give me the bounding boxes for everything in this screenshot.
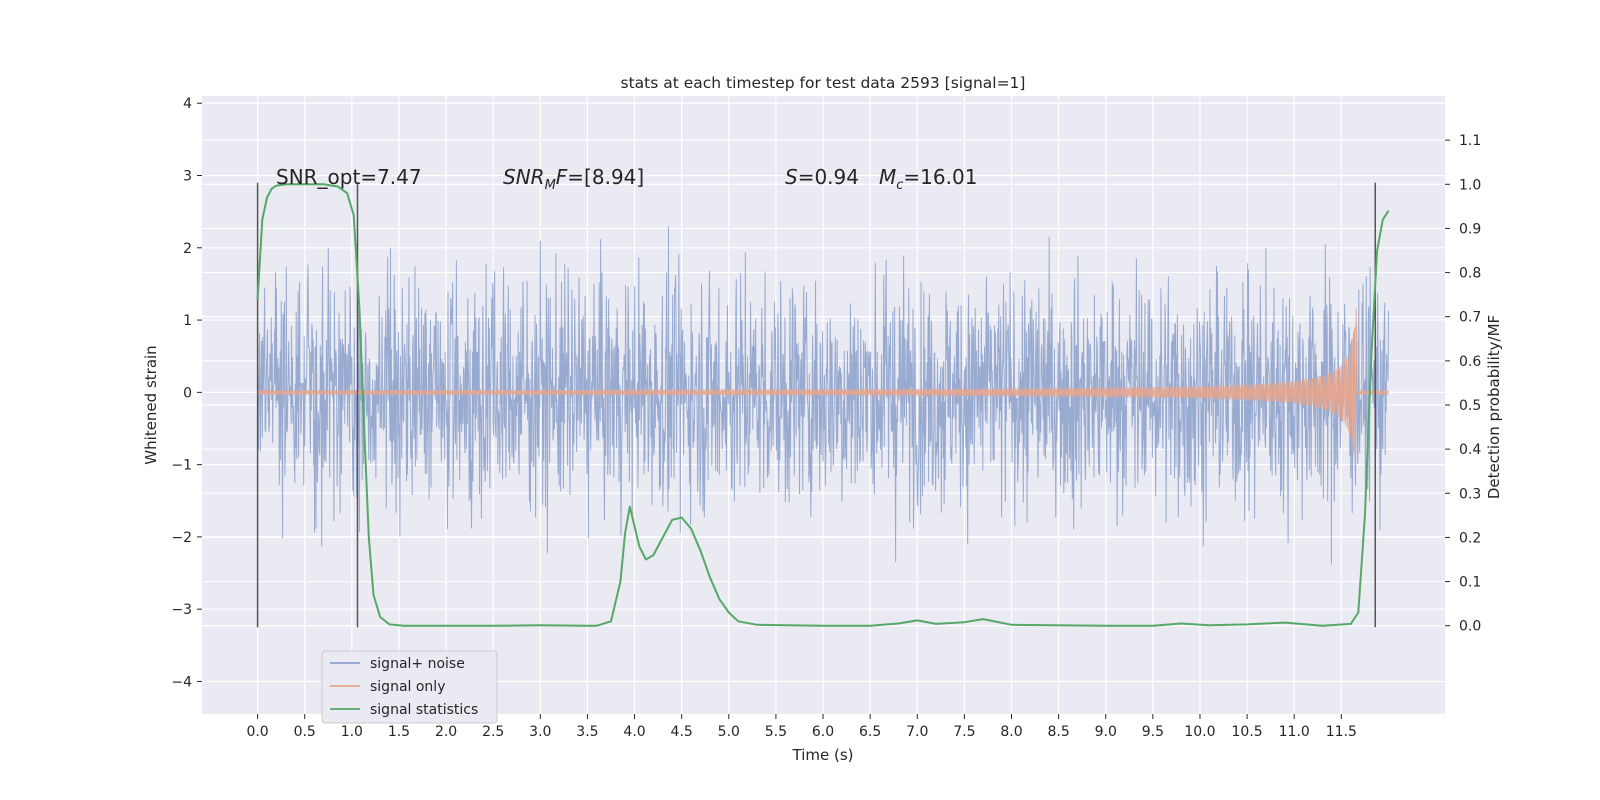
annotation-s: S=0.94 [785, 165, 859, 189]
annotation-snr-mf: SNRMF=[8.94] [503, 165, 644, 193]
x-tick-label: 7.5 [953, 724, 975, 740]
x-tick-label: 10.0 [1184, 724, 1215, 740]
y-right-tick-label: 1.0 [1459, 177, 1481, 193]
y-right-tick-label: 0.4 [1459, 442, 1481, 458]
y-right-tick-label: 0.1 [1459, 575, 1481, 591]
x-tick-label: 9.5 [1142, 724, 1164, 740]
annotation-mc-label: M [879, 165, 896, 189]
y-left-tick-label: 0 [183, 385, 192, 401]
legend-label-signal-statistics: signal statistics [370, 702, 478, 718]
x-tick-label: 1.5 [388, 724, 410, 740]
y-left-tick-label: −2 [171, 530, 192, 546]
x-tick-label: 4.0 [623, 724, 645, 740]
x-tick-label: 10.5 [1232, 724, 1263, 740]
legend-label-signal-noise: signal+ noise [370, 656, 465, 672]
y-left-tick-label: 2 [183, 241, 192, 257]
x-tick-label: 9.0 [1095, 724, 1117, 740]
signal-only-line [257, 308, 1389, 466]
y-right-tick-label: 0.2 [1459, 530, 1481, 546]
x-tick-label: 11.0 [1279, 724, 1310, 740]
annotation-mc-sub: c [896, 178, 903, 193]
annotation-mc-value: =16.01 [903, 165, 977, 189]
annotation-snr-opt: SNR_opt=7.47 [276, 165, 422, 189]
x-tick-label: 1.0 [341, 724, 363, 740]
x-tick-label: 0.0 [246, 724, 268, 740]
x-tick-label: 5.5 [765, 724, 787, 740]
x-tick-label: 2.0 [435, 724, 457, 740]
annotation-snr-mf-sub: M [545, 178, 556, 193]
annotation-s-label: S [785, 165, 798, 189]
y-right-tick-label: 1.1 [1459, 133, 1481, 149]
x-tick-label: 7.0 [906, 724, 928, 740]
x-tick-label: 8.5 [1047, 724, 1069, 740]
y-axis-left-ticks: −4 −3 −2 −1 0 1 2 3 4 [171, 96, 202, 690]
legend-box [321, 650, 498, 724]
x-tick-label: 3.5 [576, 724, 598, 740]
x-tick-label: 2.5 [482, 724, 504, 740]
x-tick-label: 4.5 [671, 724, 693, 740]
y-right-tick-label: 0.7 [1459, 310, 1481, 326]
x-axis-ticks: 0.0 0.5 1.0 1.5 2.0 2.5 3.0 3.5 4.0 4.5 5.0 5.5 6.0 6… [246, 714, 1357, 740]
legend-label-signal-only: signal only [370, 679, 445, 695]
y-axis-left-label: Whitened strain [142, 345, 160, 464]
y-right-tick-label: 0.9 [1459, 221, 1481, 237]
x-tick-label: 0.5 [294, 724, 316, 740]
x-tick-label: 6.5 [859, 724, 881, 740]
vertical-markers [256, 182, 1377, 628]
y-right-tick-label: 0.6 [1459, 354, 1481, 370]
annotation-snr-mf-f: F [556, 165, 568, 189]
y-left-tick-label: −1 [171, 458, 192, 474]
y-axis-right-label: Detection probability/MF [1485, 315, 1503, 499]
y-axis-right-ticks: 0.0 0.1 0.2 0.3 0.4 0.5 0.6 0.7 0.8 0.9 1.0 1.1 [1445, 133, 1481, 635]
signal-noise-series [257, 226, 1389, 565]
chart-title: stats at each timestep for test data 259… [621, 74, 1026, 92]
annotation-mc: Mc=16.01 [879, 165, 977, 193]
annotation-snr-mf-base: SNR [503, 165, 545, 189]
annotation-s-value: =0.94 [798, 165, 859, 189]
x-axis-label: Time (s) [792, 746, 854, 764]
x-tick-label: 6.0 [812, 724, 834, 740]
y-left-tick-label: 3 [183, 169, 192, 185]
y-right-tick-label: 0.3 [1459, 486, 1481, 502]
y-right-tick-label: 0.5 [1459, 398, 1481, 414]
signal-noise-line [257, 226, 1389, 565]
signal-only-series [257, 308, 1389, 466]
x-tick-label: 8.0 [1000, 724, 1022, 740]
signal-statistics-series [256, 183, 1390, 627]
x-tick-label: 3.0 [529, 724, 551, 740]
y-left-tick-label: −4 [171, 674, 192, 690]
y-left-tick-label: 4 [183, 96, 192, 112]
legend: signal+ noise signal only signal statist… [321, 650, 498, 724]
signal-statistics-line [256, 183, 1390, 627]
y-left-tick-label: 1 [183, 313, 192, 329]
y-right-tick-label: 0.8 [1459, 266, 1481, 282]
x-tick-label: 11.5 [1326, 724, 1357, 740]
x-tick-label: 5.0 [718, 724, 740, 740]
annotation-snr-mf-value: =[8.94] [567, 165, 644, 189]
y-right-tick-label: 0.0 [1459, 619, 1481, 635]
y-left-tick-label: −3 [171, 602, 192, 618]
